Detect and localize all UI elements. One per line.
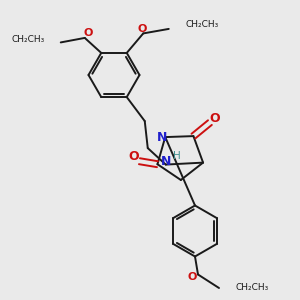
Text: CH₂CH₃: CH₂CH₃ — [185, 20, 218, 29]
Text: N: N — [157, 130, 167, 144]
Text: N: N — [160, 155, 171, 168]
Text: O: O — [188, 272, 197, 283]
Text: O: O — [83, 28, 92, 38]
Text: CH₂CH₃: CH₂CH₃ — [236, 284, 269, 292]
Text: O: O — [128, 150, 139, 163]
Text: O: O — [137, 24, 146, 34]
Text: O: O — [209, 112, 220, 124]
Text: CH₂CH₃: CH₂CH₃ — [11, 35, 44, 44]
Text: H: H — [173, 151, 181, 161]
